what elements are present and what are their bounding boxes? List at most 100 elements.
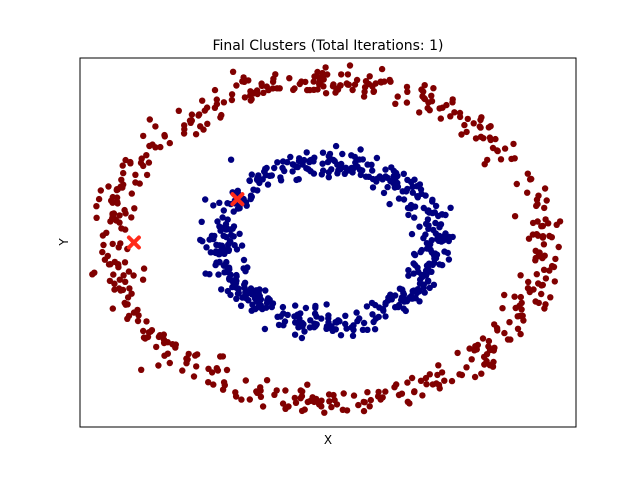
- cluster-2-point: [307, 156, 315, 164]
- cluster-1-point: [259, 403, 267, 410]
- cluster-1-point: [100, 241, 107, 249]
- cluster-1-point: [192, 131, 200, 138]
- cluster-1-point: [155, 362, 162, 369]
- cluster-1-point: [331, 396, 338, 404]
- cluster-1-point: [180, 130, 188, 137]
- cluster-1-point: [193, 363, 200, 370]
- cluster-2-point: [224, 264, 231, 272]
- cluster-2-point: [382, 166, 389, 173]
- centroid-marker-1: [126, 235, 141, 250]
- cluster-1-point: [441, 377, 448, 384]
- cluster-1-point: [494, 327, 501, 334]
- cluster-1-point: [93, 203, 100, 210]
- cluster-1-point: [437, 115, 444, 122]
- cluster-1-point: [242, 377, 249, 384]
- cluster-1-point: [382, 388, 389, 395]
- cluster-1-point: [131, 205, 138, 212]
- cluster-2-point: [339, 150, 346, 158]
- cluster-1-point: [172, 344, 179, 351]
- cluster-1-point: [181, 122, 188, 129]
- cluster-1-point: [217, 353, 224, 360]
- cluster-1-point: [426, 371, 433, 378]
- cluster-2-point: [349, 332, 357, 339]
- cluster-2-point: [274, 159, 281, 166]
- cluster-1-point: [458, 131, 465, 138]
- cluster-2-point: [418, 271, 425, 278]
- cluster-2-point: [384, 183, 391, 191]
- cluster-1-point: [139, 276, 147, 283]
- cluster-2-point: [405, 272, 412, 279]
- cluster-1-point: [306, 86, 313, 94]
- cluster-1-point: [291, 394, 298, 402]
- cluster-1-point: [533, 271, 540, 278]
- cluster-2-point: [348, 152, 355, 159]
- cluster-2-point: [244, 264, 251, 271]
- cluster-1-point: [360, 407, 368, 415]
- cluster-1-point: [534, 232, 542, 239]
- cluster-2-point: [447, 204, 454, 211]
- cluster-1-point: [491, 321, 498, 328]
- cluster-2-point: [216, 223, 223, 230]
- cluster-2-point: [236, 230, 243, 237]
- cluster-1-point: [507, 336, 514, 343]
- cluster-2-point: [356, 315, 363, 322]
- cluster-1-point: [138, 366, 145, 373]
- cluster-2-point: [248, 193, 255, 200]
- cluster-1-point: [344, 71, 352, 78]
- plot-area: [89, 62, 564, 416]
- cluster-1-point: [120, 272, 127, 279]
- cluster-2-point: [410, 270, 417, 277]
- cluster-1-point: [506, 319, 513, 326]
- cluster-1-point: [118, 225, 125, 232]
- cluster-1-point: [364, 389, 371, 396]
- cluster-1-point: [175, 107, 182, 115]
- cluster-2-point: [422, 192, 429, 199]
- cluster-2-point: [237, 302, 245, 309]
- cluster-1-point: [349, 86, 356, 94]
- cluster-2-point: [395, 303, 402, 311]
- cluster-1-point: [360, 93, 368, 100]
- cluster-1-point: [115, 261, 122, 269]
- cluster-2-point: [241, 281, 248, 288]
- cluster-1-point: [200, 126, 207, 133]
- cluster-2-point: [279, 303, 287, 311]
- cluster-1-point: [366, 73, 373, 80]
- cluster-1-point: [346, 62, 354, 69]
- cluster-1-point: [213, 96, 220, 103]
- cluster-1-point: [340, 390, 347, 397]
- cluster-1-point: [517, 330, 524, 338]
- cluster-1-point: [314, 68, 321, 76]
- cluster-2-point: [261, 168, 268, 175]
- cluster-1-point: [545, 220, 552, 227]
- cluster-2-point: [294, 311, 301, 318]
- cluster-1-point: [146, 116, 153, 123]
- cluster-1-point: [463, 128, 470, 136]
- cluster-1-point: [392, 100, 399, 108]
- cluster-2-point: [291, 331, 299, 338]
- cluster-2-point: [370, 318, 377, 326]
- cluster-2-point: [441, 248, 448, 255]
- cluster-2-point: [390, 167, 398, 175]
- cluster-2-point: [382, 299, 389, 307]
- cluster-1-point: [143, 152, 150, 159]
- cluster-2-point: [416, 298, 423, 305]
- cluster-1-point: [127, 160, 134, 167]
- cluster-1-point: [117, 240, 124, 247]
- cluster-2-point: [325, 319, 332, 326]
- cluster-1-point: [539, 234, 547, 241]
- cluster-2-point: [228, 231, 235, 239]
- cluster-2-point: [235, 285, 242, 292]
- cluster-1-point: [117, 287, 124, 294]
- cluster-1-point: [122, 278, 129, 285]
- cluster-1-point: [524, 170, 531, 177]
- cluster-2-point: [394, 172, 401, 180]
- cluster-2-point: [262, 287, 269, 294]
- cluster-2-point: [303, 165, 310, 172]
- cluster-2-point: [245, 287, 253, 295]
- cluster-2-point: [357, 146, 364, 153]
- cluster-2-point: [319, 160, 326, 167]
- cluster-1-point: [530, 286, 537, 293]
- cluster-1-point: [470, 120, 477, 127]
- cluster-1-point: [304, 381, 311, 388]
- cluster-2-point: [264, 181, 272, 188]
